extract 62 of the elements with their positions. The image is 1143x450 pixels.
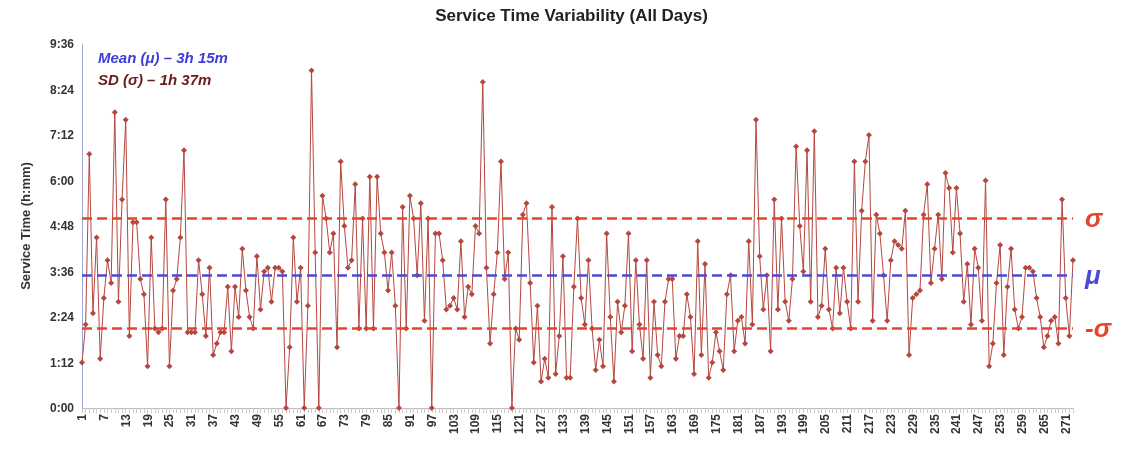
x-tick-label: 139 — [577, 413, 592, 435]
x-tick-label: 169 — [687, 413, 702, 435]
ref-line-label: -σ — [1085, 313, 1113, 344]
x-tick-label: 193 — [774, 413, 789, 435]
x-tick-label: 97 — [424, 413, 439, 428]
y-tick-label: 0:00 — [49, 401, 75, 415]
x-tick-label: 181 — [730, 413, 745, 435]
y-axis-title: Service Time (h:mm) — [18, 162, 33, 290]
x-tick-label: 115 — [490, 413, 505, 434]
x-tick-label: 211 — [840, 413, 855, 434]
x-tick-label: 145 — [599, 413, 614, 435]
annotation: Mean (μ) – 3h 15m — [98, 49, 228, 66]
x-tick-label: 217 — [861, 413, 876, 435]
x-tick-label: 241 — [949, 413, 964, 435]
x-tick-label: 37 — [206, 413, 221, 428]
x-tick-label: 1 — [75, 413, 89, 421]
x-tick-label: 55 — [271, 413, 286, 428]
x-tick-label: 103 — [446, 413, 461, 435]
ref-line-label: σ — [1085, 203, 1104, 234]
x-tick-label: 67 — [315, 413, 330, 428]
x-tick-label: 271 — [1058, 413, 1073, 435]
x-tick-label: 85 — [381, 413, 396, 428]
x-tick-label: 121 — [512, 413, 527, 435]
x-tick-label: 151 — [621, 413, 636, 435]
x-tick-label: 133 — [555, 413, 570, 435]
x-tick-label: 187 — [752, 413, 767, 435]
y-tick-label: 9:36 — [49, 37, 75, 51]
x-tick-label: 253 — [993, 413, 1008, 435]
x-tick-label: 223 — [883, 413, 898, 435]
x-tick-label: 205 — [818, 413, 833, 435]
chart-title: Service Time Variability (All Days) — [435, 6, 708, 25]
x-tick-label: 91 — [402, 413, 417, 428]
y-tick-label: 2:24 — [49, 310, 75, 324]
x-tick-label: 163 — [665, 413, 680, 435]
x-tick-label: 49 — [249, 413, 264, 428]
x-tick-label: 61 — [293, 413, 308, 428]
y-tick-label: 6:00 — [49, 173, 75, 188]
y-tick-label: 3:36 — [49, 264, 75, 279]
x-tick-label: 73 — [337, 413, 352, 428]
x-tick-label: 247 — [971, 413, 986, 435]
x-tick-label: 79 — [359, 413, 374, 428]
x-tick-label: 199 — [796, 413, 811, 435]
y-tick-label: 8:24 — [49, 82, 75, 97]
x-tick-label: 229 — [905, 413, 920, 435]
x-tick-label: 31 — [184, 413, 199, 428]
x-tick-label: 175 — [708, 413, 723, 435]
x-tick-label: 13 — [118, 413, 133, 428]
x-tick-label: 25 — [162, 413, 177, 428]
x-tick-label: 127 — [534, 413, 549, 435]
x-tick-label: 7 — [96, 413, 111, 421]
y-tick-label: 4:48 — [49, 219, 75, 233]
x-tick-label: 19 — [140, 413, 155, 428]
x-tick-label: 235 — [927, 413, 942, 435]
x-tick-label: 157 — [643, 413, 658, 435]
x-tick-label: 259 — [1014, 413, 1029, 435]
annotation: SD (σ) – 1h 37m — [98, 71, 212, 88]
y-tick-label: 1:12 — [49, 355, 75, 370]
x-tick-label: 265 — [1036, 413, 1051, 435]
x-tick-label: 43 — [228, 413, 243, 428]
x-tick-label: 109 — [468, 413, 483, 435]
y-tick-label: 7:12 — [49, 128, 75, 142]
ref-line-label: μ — [1084, 260, 1101, 291]
